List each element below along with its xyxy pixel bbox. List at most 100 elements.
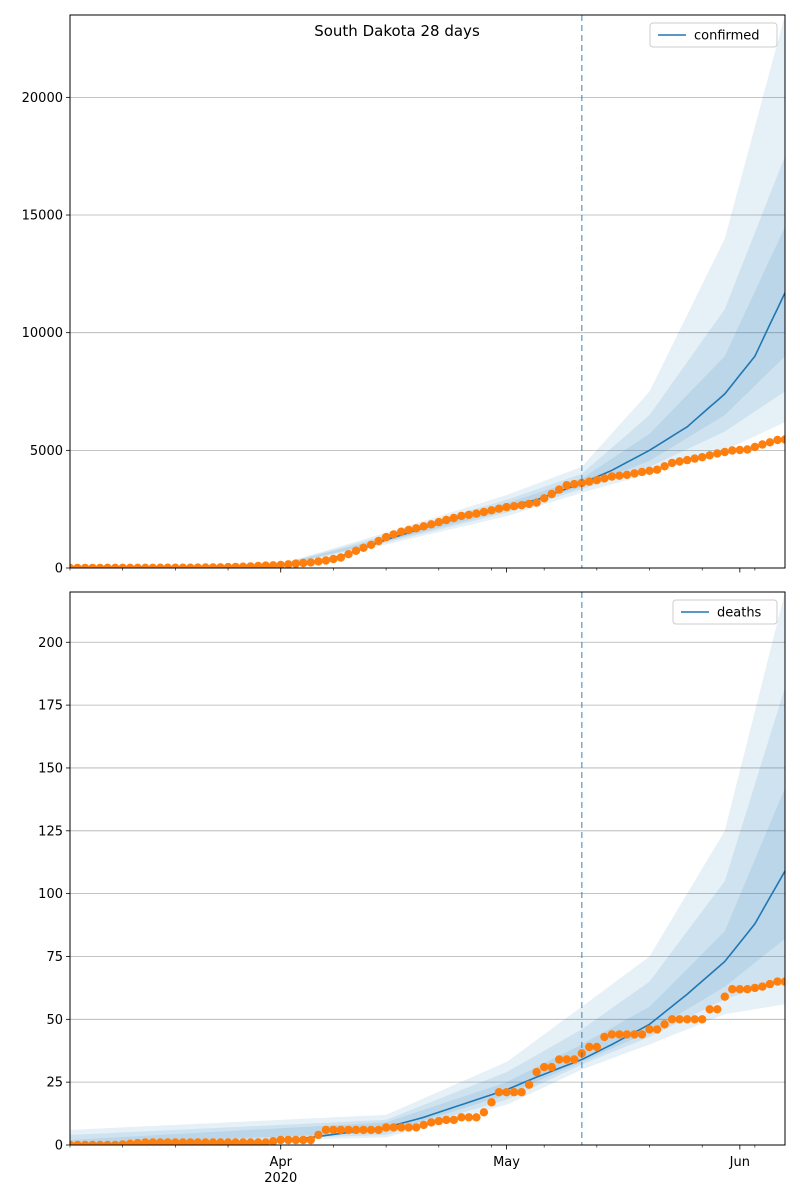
axes-frame — [69, 14, 786, 569]
observed-point — [562, 1055, 571, 1064]
observed-point — [178, 563, 188, 568]
observed-point — [660, 462, 669, 471]
observed-point — [261, 1138, 270, 1145]
observed-point — [652, 465, 662, 474]
observed-point — [577, 478, 586, 488]
axes-frame — [69, 591, 786, 1146]
observed-point — [133, 563, 142, 568]
observed-point — [600, 474, 609, 483]
observed-point — [570, 479, 579, 489]
observed-point — [412, 524, 421, 533]
observed-point — [216, 1138, 225, 1145]
y-tick-label: 75 — [46, 950, 63, 965]
observed-point — [208, 1138, 218, 1145]
observed-point — [201, 1138, 210, 1145]
observed-point — [555, 485, 564, 494]
observed-point — [412, 1123, 421, 1132]
observed-point — [238, 1138, 248, 1145]
observed-points — [70, 435, 785, 568]
observed-point — [487, 1098, 496, 1107]
observed-point — [540, 494, 549, 503]
observed-point — [329, 1125, 338, 1135]
observed-point — [735, 985, 744, 994]
observed-point — [547, 489, 556, 499]
observed-point — [720, 447, 729, 457]
observed-point — [141, 1138, 150, 1145]
observed-point — [524, 1080, 534, 1089]
observed-point — [95, 563, 105, 568]
x-tick-label: May — [493, 1155, 520, 1170]
observed-point — [80, 563, 90, 568]
observed-point — [141, 563, 150, 568]
observed-point — [765, 979, 775, 989]
observed-point — [254, 1138, 263, 1145]
observed-point — [434, 1116, 443, 1126]
observed-point — [705, 451, 714, 460]
observed-point — [494, 1088, 504, 1097]
observed-point — [216, 563, 225, 568]
observed-point — [713, 1005, 722, 1014]
observed-point — [555, 1055, 564, 1064]
observed-point — [743, 445, 752, 454]
observed-point — [389, 1123, 398, 1132]
uncertainty-band-middle — [70, 687, 785, 1145]
observed-point — [457, 1113, 466, 1122]
observed-point — [231, 562, 240, 568]
observed-point — [442, 515, 451, 525]
observed-point — [95, 1140, 105, 1145]
observed-point — [698, 1015, 707, 1024]
observed-point — [186, 563, 195, 568]
chart-title: South Dakota 28 days — [314, 22, 480, 40]
observed-point — [156, 1138, 165, 1145]
observed-point — [502, 502, 511, 512]
uncertainty-band-outer — [70, 592, 785, 1145]
observed-point — [585, 477, 594, 486]
observed-point — [705, 1005, 714, 1014]
observed-point — [427, 1118, 436, 1127]
observed-points — [70, 977, 785, 1145]
observed-point — [524, 499, 534, 509]
legend-box — [672, 599, 778, 625]
observed-point — [667, 1015, 677, 1024]
observed-point — [163, 1138, 172, 1145]
observed-point — [735, 445, 744, 455]
observed-point — [750, 983, 760, 993]
observed-point — [683, 1015, 692, 1024]
observed-point — [374, 1125, 383, 1135]
y-tick-label: 150 — [38, 761, 63, 776]
observed-point — [344, 1125, 353, 1135]
observed-point — [562, 481, 571, 490]
y-tick-label: 20000 — [22, 91, 63, 106]
y-tick-label: 125 — [38, 824, 63, 839]
x-tick-label: Jun — [729, 1155, 750, 1170]
observed-point — [645, 466, 654, 475]
y-tick-label: 200 — [38, 636, 63, 651]
y-tick-label: 0 — [55, 1139, 63, 1154]
observed-point — [336, 553, 346, 562]
observed-point — [284, 1135, 293, 1145]
observed-point — [464, 1113, 474, 1122]
observed-point — [479, 507, 489, 517]
observed-point — [720, 992, 729, 1001]
observed-point — [675, 457, 684, 466]
observed-point — [773, 977, 782, 986]
observed-point — [148, 1138, 157, 1145]
observed-point — [73, 1140, 82, 1145]
observed-point — [321, 556, 331, 565]
observed-point — [126, 1139, 135, 1145]
observed-point — [70, 1140, 75, 1145]
observed-point — [472, 1113, 481, 1122]
observed-point — [660, 1020, 669, 1029]
observed-point — [269, 1137, 278, 1145]
observed-point — [404, 525, 413, 535]
observed-point — [321, 1125, 331, 1135]
observed-point — [314, 1130, 323, 1140]
legend: deaths — [672, 599, 778, 625]
observed-point — [728, 985, 737, 994]
observed-point — [637, 467, 647, 477]
observed-point — [690, 454, 699, 463]
observed-point — [622, 470, 632, 479]
observed-point — [758, 982, 767, 991]
